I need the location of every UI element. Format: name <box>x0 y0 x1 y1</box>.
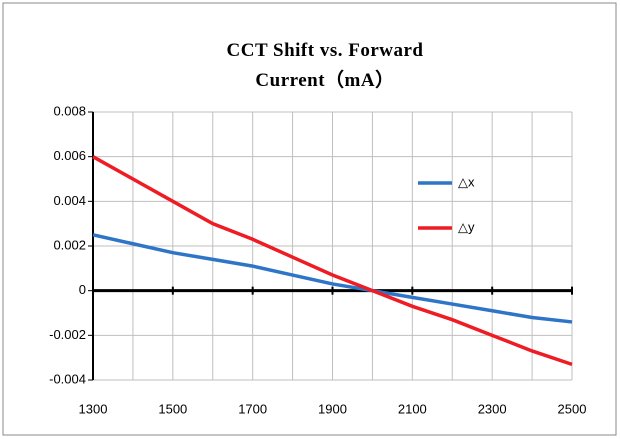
x-tick-label: 1700 <box>238 401 267 416</box>
y-tick-label: 0.002 <box>53 237 86 252</box>
y-tick-label: -0.002 <box>49 327 86 342</box>
x-tick-label: 1900 <box>318 401 347 416</box>
chart-title: CCT Shift vs. Forward Current（mA） <box>226 40 424 91</box>
y-tick-label: -0.004 <box>49 371 86 386</box>
y-tick-label: 0.006 <box>53 148 86 163</box>
x-tick-label: 1300 <box>79 401 108 416</box>
x-tick-label: 1500 <box>158 401 187 416</box>
legend-label: △x <box>458 174 475 189</box>
y-tick-label: 0.008 <box>53 103 86 118</box>
x-tick-label: 2300 <box>478 401 507 416</box>
data-line <box>92 155 573 367</box>
y-tick-label: 0 <box>79 282 86 297</box>
x-tick-label: 2500 <box>558 401 587 416</box>
legend-label: △y <box>458 219 475 234</box>
y-tick-label: 0.004 <box>53 193 86 208</box>
data-line <box>92 233 573 324</box>
x-tick-label: 2100 <box>398 401 427 416</box>
